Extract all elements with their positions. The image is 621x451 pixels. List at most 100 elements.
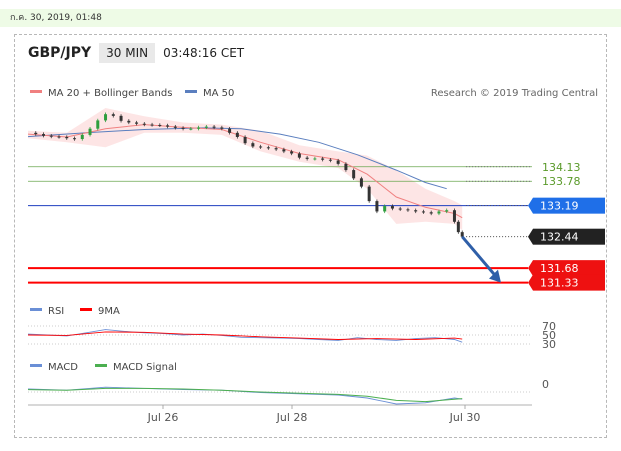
level-tag-132.44 [533, 228, 605, 245]
candle-body [235, 132, 239, 137]
chart-frame [14, 34, 607, 438]
legend-label-rsi: RSI [48, 306, 64, 317]
ma20-line [27, 124, 463, 219]
rsi-tick-30: 30 [542, 338, 556, 351]
level-label-131.33: 131.33 [540, 277, 579, 290]
candle-body [321, 158, 325, 160]
legend-label-macd: MACD [48, 362, 78, 373]
candle-body [274, 148, 278, 150]
candle-body [42, 134, 46, 136]
level-tag-arrow-132.44 [528, 228, 533, 245]
candle-body [111, 114, 115, 116]
macd-tick-0: 0 [542, 378, 549, 391]
level-tag-arrow-131.33 [528, 274, 533, 291]
candle-body [220, 127, 224, 129]
candle-body [352, 170, 356, 179]
candle-body [80, 134, 84, 140]
candle-body [290, 151, 294, 154]
candle-body [88, 128, 92, 135]
candle-body [259, 146, 263, 148]
rsi-line [27, 329, 463, 343]
candle-body [437, 211, 441, 214]
candle-body [406, 209, 410, 211]
candle-body [414, 210, 418, 212]
chart-time: 03:48:16 CET [163, 46, 245, 60]
candle-body [212, 126, 216, 128]
candle-body [266, 147, 270, 149]
candle-body [73, 138, 77, 140]
rsi-tick-70: 70 [542, 320, 556, 333]
candle-body [359, 178, 363, 187]
level-tag-arrow-131.68 [528, 260, 533, 277]
candle-body [336, 160, 340, 164]
candle-body [445, 210, 449, 212]
forecast-arrow-shaft [461, 235, 499, 279]
level-label-134.13: 134.13 [542, 161, 581, 174]
candle-body [375, 201, 379, 212]
level-label-133.78: 133.78 [542, 175, 581, 188]
candle-body [197, 127, 201, 129]
candle-body [243, 136, 247, 144]
candle-body [344, 163, 348, 171]
candle-body [383, 206, 387, 212]
level-label-131.68: 131.68 [540, 262, 579, 275]
candle-body [390, 206, 394, 209]
interval-badge[interactable]: 30 MIN [99, 43, 156, 63]
currency-pair: GBP/JPY [28, 45, 92, 61]
legend-swatch-macd-signal [95, 364, 107, 367]
candle-body [181, 127, 185, 129]
level-label-132.44: 132.44 [540, 231, 579, 244]
candle-body [173, 126, 177, 128]
candle-body [204, 126, 208, 128]
candle-body [456, 221, 460, 233]
legend-swatch-ma50 [185, 90, 197, 93]
timestamp-bar: ก.ค. 30, 2019, 01:48 [0, 9, 621, 27]
candle-body [189, 128, 193, 130]
legend-swatch-rsi-ma [80, 308, 92, 311]
candle-body [119, 115, 123, 121]
x-tick-label: Jul 30 [449, 411, 481, 424]
x-tick-label: Jul 28 [276, 411, 308, 424]
candle-body [429, 212, 433, 214]
candle-body [251, 143, 255, 147]
candle-body [313, 158, 317, 160]
candle-body [104, 114, 108, 121]
timestamp-text: ก.ค. 30, 2019, 01:48 [10, 13, 102, 23]
legend-swatch-rsi [30, 308, 42, 311]
candle-body [57, 136, 61, 138]
legend-label-macd-signal: MACD Signal [113, 362, 177, 373]
macd-line [27, 386, 463, 405]
candle-body [460, 232, 464, 237]
candle-body [49, 135, 53, 137]
candle-body [65, 136, 69, 139]
x-tick-label: Jul 26 [147, 411, 179, 424]
level-tag-131.68 [533, 260, 605, 277]
candle-body [367, 186, 371, 202]
candle-body [158, 124, 162, 126]
rsi-ma-line [27, 331, 463, 340]
chart-header: GBP/JPY 30 MIN 03:48:16 CET [28, 42, 244, 64]
candle-body [34, 132, 38, 135]
candle-body [150, 124, 154, 126]
legend-label-rsi-ma: 9MA [98, 306, 120, 317]
candle-body [135, 122, 139, 124]
candle-body [228, 128, 232, 133]
candle-body [96, 120, 100, 129]
bollinger-band [28, 108, 463, 231]
macd-signal-line [27, 387, 463, 403]
rsi-tick-50: 50 [542, 329, 556, 342]
candle-body [142, 123, 146, 125]
candle-body [328, 159, 332, 161]
candle-body [398, 208, 402, 210]
legend-label-ma20: MA 20 + Bollinger Bands [48, 88, 172, 99]
candle-body [282, 149, 286, 152]
candle-body [305, 157, 309, 159]
ma50-line [27, 127, 447, 190]
legend-label-ma50: MA 50 [203, 88, 234, 99]
legend-swatch-ma20 [30, 90, 42, 93]
candle-body [127, 120, 131, 123]
level-tag-arrow-133.19 [528, 197, 533, 214]
legend-swatch-macd [30, 364, 42, 367]
level-tag-133.19 [533, 197, 605, 214]
forecast-arrow-head [488, 269, 501, 283]
